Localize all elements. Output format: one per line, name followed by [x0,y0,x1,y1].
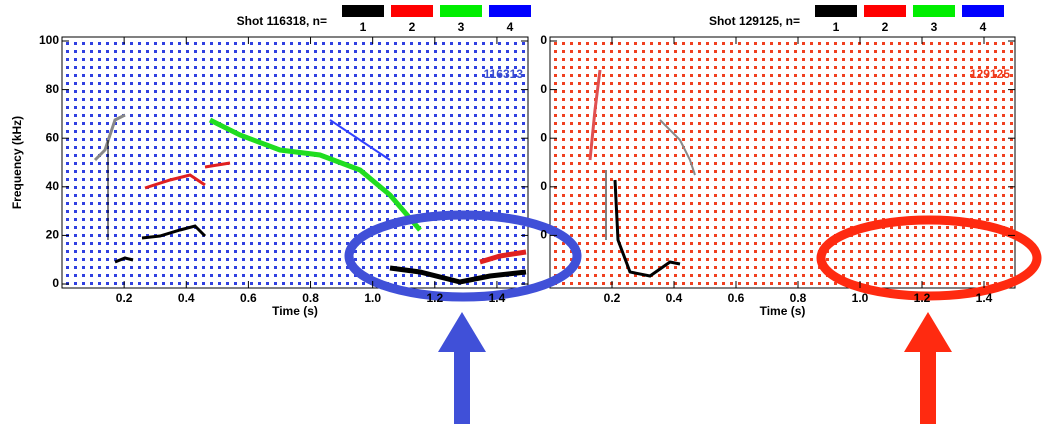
y-tick-label: 20 [46,228,60,242]
legend-label: 2 [409,20,416,34]
y-tick-label: 60 [46,130,60,144]
x-tick-label: 1.4 [489,291,506,305]
x-tick-label: 0.4 [178,291,195,305]
legend-label: 2 [882,20,889,34]
dot-background [550,37,1015,288]
x-tick-label: 0.6 [728,291,745,305]
arrow [904,312,952,424]
highlight-ellipse [816,215,1042,301]
y-tick-label: 0 [540,33,547,47]
y-axis-label: Frequency (kHz) [10,116,24,209]
y-tick-label: 80 [46,82,60,96]
x-tick-label: 0.8 [302,291,319,305]
x-tick-label: 0.6 [240,291,257,305]
x-tick-label: 0.8 [790,291,807,305]
y-tick-label: 0 [540,179,547,193]
legend-label: 3 [931,20,938,34]
legend-swatch [962,5,1004,17]
arrow [438,312,486,424]
y-tick-label: 0 [540,130,547,144]
legend-swatch [391,5,433,17]
panel-title: Shot 129125, n= [709,14,800,28]
shot-annotation: 129125 [970,67,1010,81]
plot-frame [549,36,1016,289]
x-tick-label: 1.2 [914,291,931,305]
x-axis-label: Time (s) [760,304,806,318]
y-tick-label: 0 [540,228,547,242]
x-tick-label: 1.0 [364,291,381,305]
x-tick-label: 0.4 [666,291,683,305]
x-tick-label: 1.2 [426,291,443,305]
x-tick-label: 1.0 [852,291,869,305]
x-tick-label: 0.2 [116,291,133,305]
dot-background [62,37,528,288]
highlight-ellipse [344,210,582,302]
x-tick-label: 1.4 [976,291,993,305]
legend-swatch [864,5,906,17]
x-tick-label: 0.2 [604,291,621,305]
plot-frame [61,36,529,289]
legend-label: 1 [833,20,840,34]
y-tick-label: 0 [540,82,547,96]
legend-label: 3 [458,20,465,34]
y-tick-label: 40 [46,179,60,193]
legend-swatch [913,5,955,17]
spectrogram-traces [93,69,696,285]
legend-swatch [440,5,482,17]
y-tick-label: 0 [52,276,59,290]
legend-swatch [342,5,384,17]
legend-label: 1 [360,20,367,34]
legend-label: 4 [507,20,514,34]
panel-title: Shot 116318, n= [237,14,327,28]
legend-label: 4 [980,20,987,34]
y-tick-label: 100 [39,33,59,47]
legend-swatch [489,5,531,17]
legend-swatch [815,5,857,17]
shot-annotation: 116313 [484,67,524,81]
x-axis-label: Time (s) [272,304,318,318]
